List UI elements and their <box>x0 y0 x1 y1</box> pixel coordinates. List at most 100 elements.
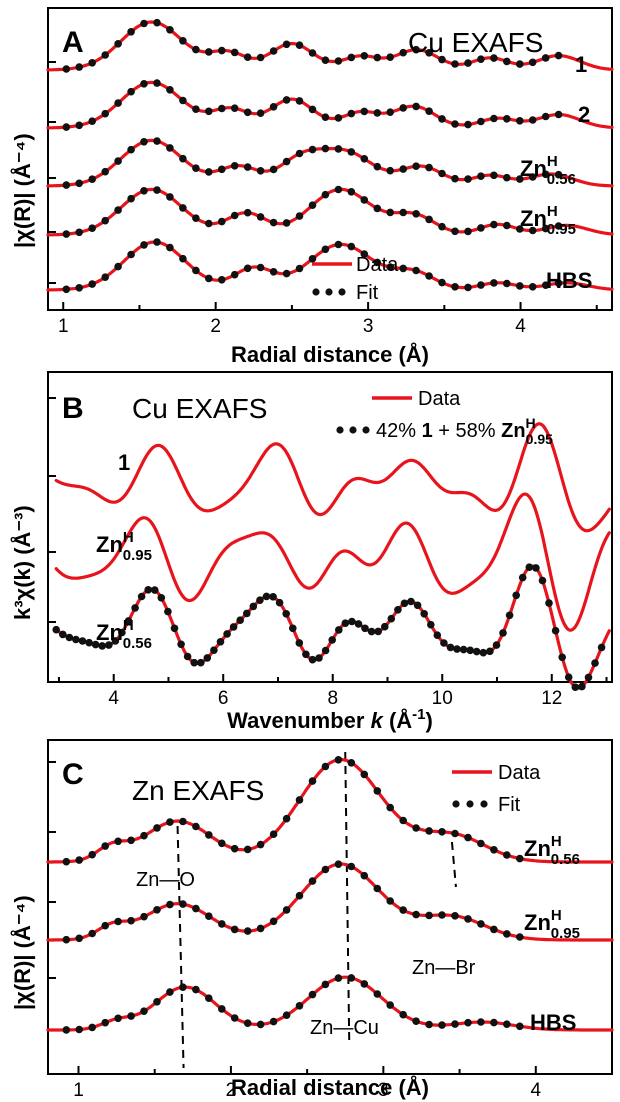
fit-point <box>243 927 252 935</box>
fit-point <box>124 617 133 625</box>
trace-label: ZnH 0.95 <box>96 529 152 564</box>
fit-point <box>262 592 271 601</box>
fit-point <box>360 770 369 779</box>
fit-point <box>230 48 239 57</box>
fit-point <box>516 933 524 941</box>
fit-point <box>451 283 459 291</box>
fit-point <box>78 637 87 645</box>
fit-point <box>140 19 148 28</box>
fit-point <box>140 187 148 195</box>
fit-point <box>153 998 161 1006</box>
fit-point <box>218 46 226 55</box>
fit-point <box>554 51 563 60</box>
panel-c-bond-labels: Zn—O Zn—Cu Zn—Br <box>136 869 476 1039</box>
fit-point <box>62 935 71 944</box>
fit-point <box>321 865 330 874</box>
fit-point <box>479 648 488 657</box>
fit-point <box>321 980 330 989</box>
x-tick-label: 12 <box>541 688 562 709</box>
fit-point <box>218 276 226 284</box>
panel-c-legend: Data Fit <box>452 762 541 816</box>
panel-c-letter: C <box>62 758 84 791</box>
fit-point <box>490 220 498 229</box>
fit-point <box>295 149 304 158</box>
legend-data-label: Data <box>498 762 541 784</box>
fit-point <box>205 912 213 920</box>
fit-point <box>347 109 356 118</box>
data-series-line <box>54 422 611 533</box>
fit-point <box>127 194 135 203</box>
fit-point <box>282 814 291 823</box>
fit-point <box>399 816 408 825</box>
fit-point <box>59 630 67 639</box>
fit-point <box>62 285 71 294</box>
fit-point <box>302 650 310 659</box>
fit-point <box>131 604 139 612</box>
fit-point <box>88 59 96 67</box>
fit-point <box>532 564 540 572</box>
fit-point <box>183 652 192 661</box>
fit-point <box>472 647 481 656</box>
fit-point <box>420 610 429 618</box>
x-tick-label: 2 <box>226 1080 237 1101</box>
panel-b-frame <box>47 371 613 683</box>
fit-point <box>153 824 161 832</box>
panel-c-guides <box>176 751 457 1069</box>
fit-point <box>373 990 382 998</box>
fit-point <box>464 227 472 236</box>
fit-point <box>427 620 435 629</box>
fit-point <box>399 906 408 914</box>
fit-point <box>564 673 573 681</box>
bond-label: Zn—Br <box>412 957 476 979</box>
fit-point <box>243 264 252 273</box>
fit-point <box>477 839 485 848</box>
fit-point <box>386 1001 395 1009</box>
fit-point <box>295 264 304 273</box>
panel-b-legend: Data 42% 1 + 58% ZnH 0.95 <box>336 388 553 447</box>
fit-point <box>101 921 109 930</box>
fit-point <box>230 1014 239 1022</box>
legend-fit-dot <box>349 426 357 434</box>
fit-point <box>101 842 109 850</box>
fit-point <box>153 186 161 194</box>
fit-point <box>425 272 433 280</box>
fit-point <box>166 144 174 152</box>
fit-point <box>216 638 225 646</box>
fit-point <box>269 593 277 601</box>
fit-point <box>114 206 122 214</box>
peak-guide-line <box>344 751 351 1043</box>
fit-point <box>166 243 174 252</box>
fit-point <box>295 796 304 804</box>
fit-point <box>438 1021 446 1029</box>
fit-point <box>192 105 200 113</box>
fit-point <box>308 201 317 209</box>
fit-point <box>62 230 71 238</box>
fit-point <box>399 48 408 57</box>
fit-point <box>578 682 586 691</box>
fit-point <box>554 279 563 288</box>
trace-label: ZnH 0.95 <box>524 907 580 942</box>
fit-point <box>386 263 395 271</box>
fit-point <box>75 284 83 292</box>
fit-point <box>230 270 239 279</box>
fit-point <box>269 47 278 55</box>
fit-point <box>412 162 420 170</box>
fit-point <box>127 836 135 845</box>
fit-point <box>386 53 395 61</box>
fit-point <box>192 164 200 172</box>
fit-point <box>528 58 537 67</box>
panel-c-ticks: 1 2 3 4 <box>48 761 613 1101</box>
fit-point <box>223 630 231 638</box>
fit-point <box>177 640 185 649</box>
fit-point <box>140 831 148 840</box>
fit-point <box>399 165 408 173</box>
fit-point <box>140 241 148 249</box>
x-tick-label: 8 <box>327 688 338 709</box>
fit-point <box>197 658 205 667</box>
fit-point <box>256 53 265 62</box>
fit-point <box>62 1026 71 1034</box>
fit-point <box>218 920 226 928</box>
fit-point <box>88 929 96 938</box>
fit-point <box>101 51 109 59</box>
fit-point <box>88 224 96 232</box>
